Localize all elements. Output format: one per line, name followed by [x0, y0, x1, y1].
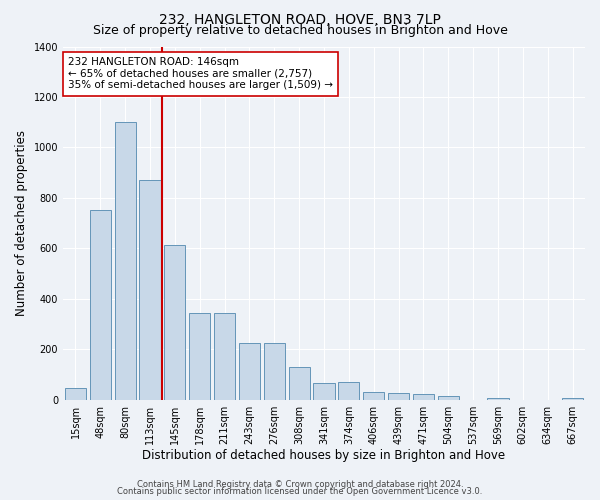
Bar	[65, 388, 86, 400]
Text: Contains HM Land Registry data © Crown copyright and database right 2024.: Contains HM Land Registry data © Crown c…	[137, 480, 463, 489]
Bar	[562, 398, 583, 400]
Bar	[189, 312, 211, 400]
Text: Contains public sector information licensed under the Open Government Licence v3: Contains public sector information licen…	[118, 487, 482, 496]
Text: 232, HANGLETON ROAD, HOVE, BN3 7LP: 232, HANGLETON ROAD, HOVE, BN3 7LP	[159, 12, 441, 26]
X-axis label: Distribution of detached houses by size in Brighton and Hove: Distribution of detached houses by size …	[142, 450, 506, 462]
Bar	[388, 392, 409, 400]
Bar	[487, 398, 509, 400]
Bar	[313, 384, 335, 400]
Bar	[438, 396, 459, 400]
Bar	[413, 394, 434, 400]
Bar	[115, 122, 136, 400]
Bar	[338, 382, 359, 400]
Bar	[214, 312, 235, 400]
Bar	[289, 367, 310, 400]
Y-axis label: Number of detached properties: Number of detached properties	[15, 130, 28, 316]
Bar	[139, 180, 161, 400]
Bar	[264, 343, 285, 400]
Bar	[363, 392, 384, 400]
Bar	[164, 244, 185, 400]
Text: 232 HANGLETON ROAD: 146sqm
← 65% of detached houses are smaller (2,757)
35% of s: 232 HANGLETON ROAD: 146sqm ← 65% of deta…	[68, 57, 333, 90]
Bar	[239, 343, 260, 400]
Text: Size of property relative to detached houses in Brighton and Hove: Size of property relative to detached ho…	[92, 24, 508, 37]
Bar	[90, 210, 111, 400]
